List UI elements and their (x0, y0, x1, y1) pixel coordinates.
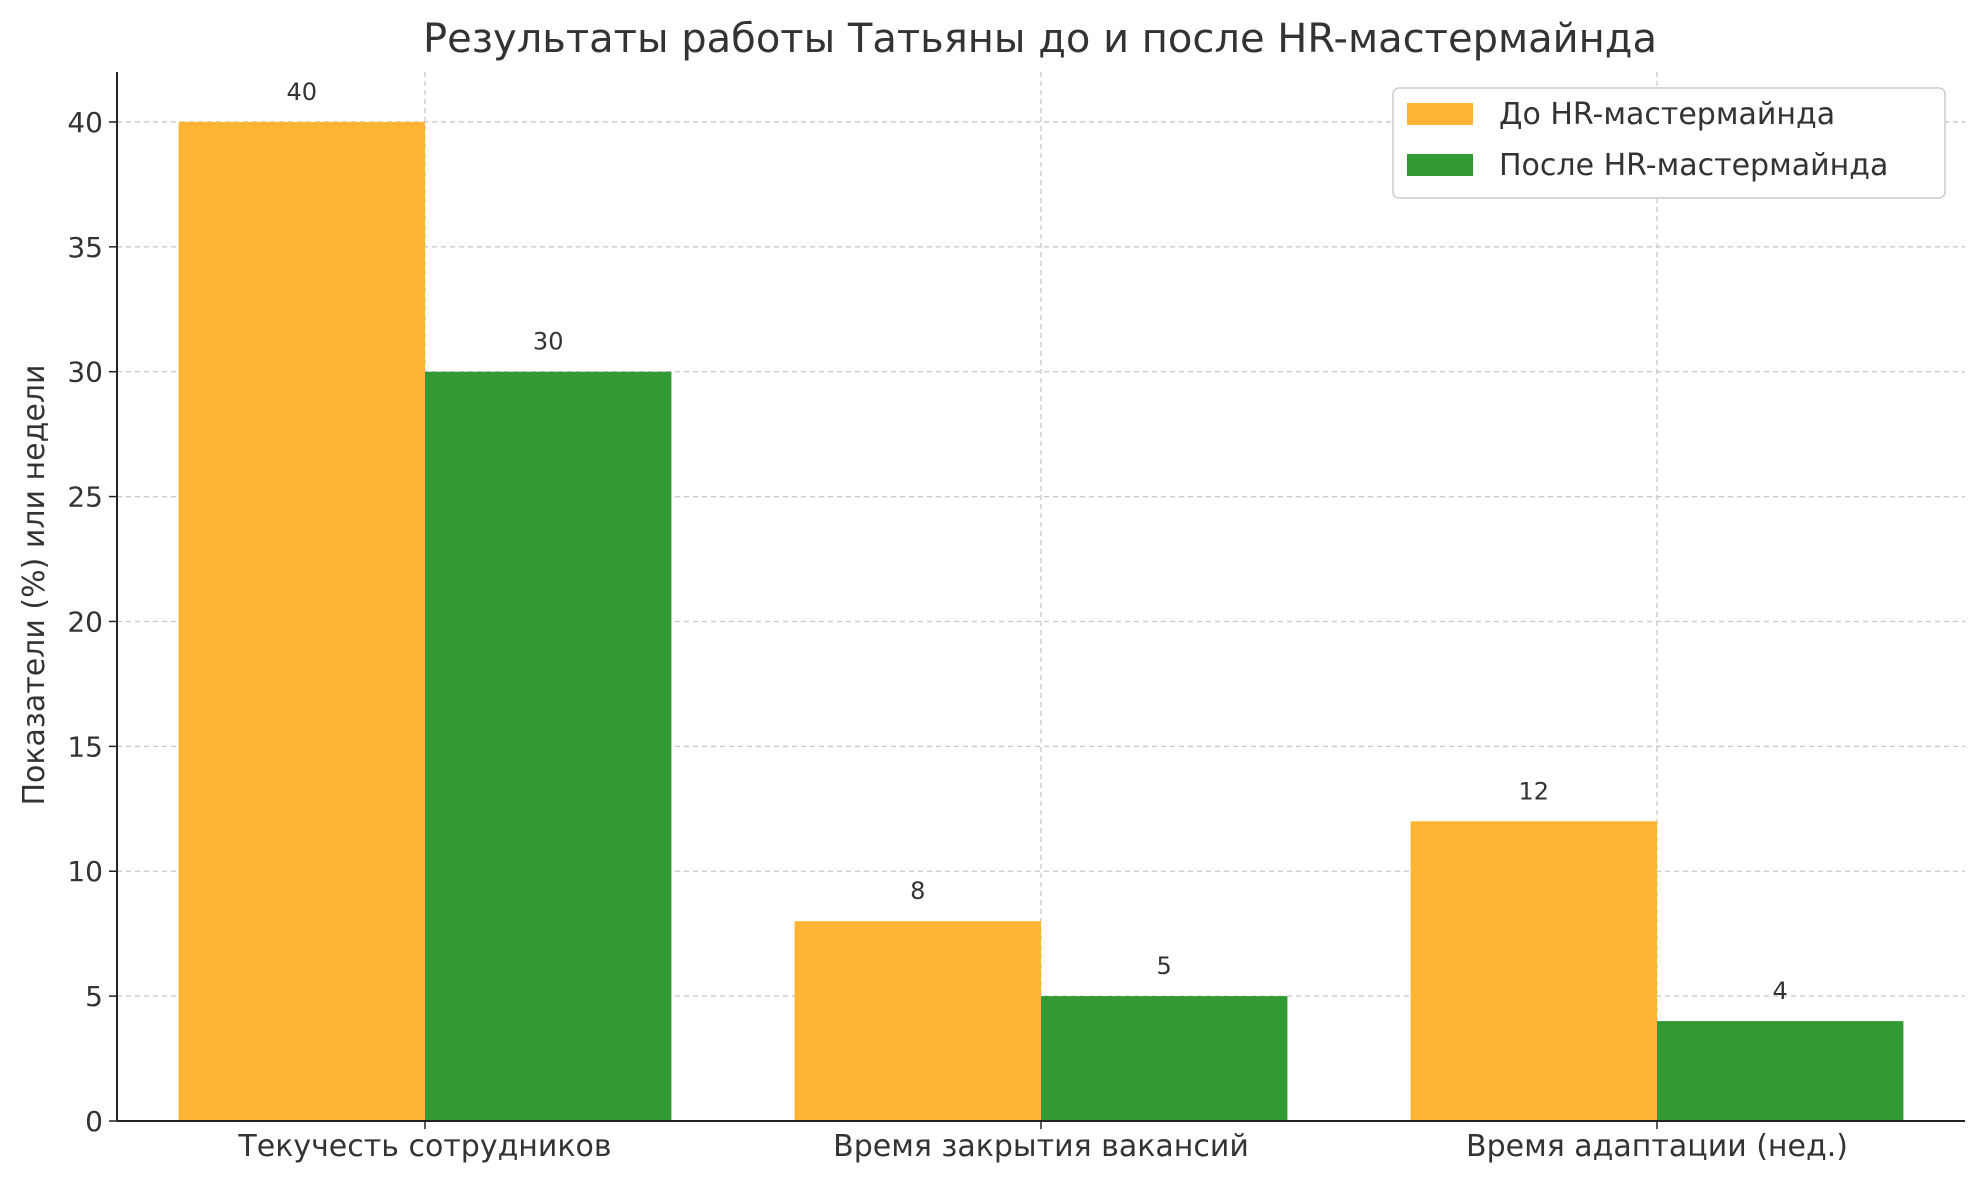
legend-label: До HR-мастермайнда (1499, 97, 1835, 132)
bar-after (425, 371, 672, 1121)
legend-label: После HR-мастермайнда (1499, 148, 1888, 183)
y-tick-label: 5 (85, 980, 103, 1013)
y-tick-label: 35 (67, 231, 103, 264)
bar-before (794, 921, 1041, 1121)
y-tick-label: 15 (67, 730, 103, 763)
data-label: 40 (287, 78, 318, 106)
y-tick-label: 20 (67, 605, 103, 638)
data-labels: 40 8 12 30 5 4 (287, 78, 1788, 1005)
data-label: 5 (1157, 952, 1172, 980)
legend: До HR-мастермайнда После HR-мастермайнда (1392, 87, 1946, 199)
y-tick-label: 10 (67, 855, 103, 888)
x-tick-label: Время адаптации (нед.) (1466, 1129, 1848, 1164)
y-tick-label: 0 (85, 1105, 103, 1138)
data-label: 8 (910, 877, 925, 905)
data-label: 4 (1773, 977, 1788, 1005)
legend-frame (1392, 87, 1946, 199)
legend-swatch (1407, 154, 1473, 176)
axes: 0 5 10 15 20 25 30 35 40 Текучесть сотрудников Вре… (67, 72, 1965, 1164)
bar-after (1657, 1021, 1904, 1121)
y-tick-label: 30 (67, 356, 103, 389)
bar-before (178, 121, 425, 1121)
x-tick-label: Текучесть сотрудников (237, 1129, 611, 1164)
data-label: 30 (533, 328, 564, 356)
chart-title: Результаты работы Татьяны до и после HR-… (423, 16, 1657, 62)
bars (178, 121, 1904, 1121)
y-tick-label: 25 (67, 481, 103, 514)
bar-after (1041, 996, 1288, 1121)
y-axis-label: Показатели (%) или недели (17, 365, 52, 806)
y-tick-label: 40 (67, 106, 103, 139)
bar-before (1410, 821, 1657, 1121)
legend-swatch (1407, 103, 1473, 125)
data-label: 12 (1519, 777, 1550, 805)
x-tick-label: Время закрытия вакансий (833, 1129, 1249, 1164)
